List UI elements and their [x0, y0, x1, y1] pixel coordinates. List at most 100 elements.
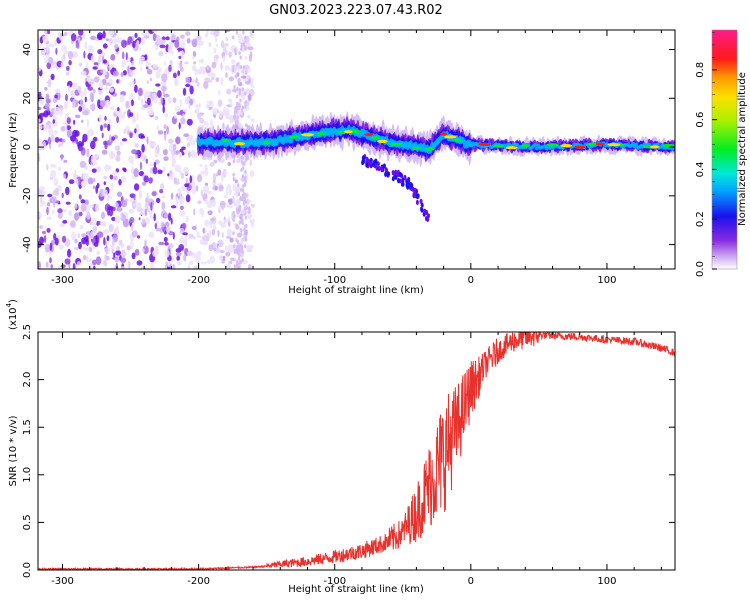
noise-speckle: [105, 38, 110, 42]
snr-x-tick-label: 100: [597, 576, 616, 587]
noise-speckle: [207, 190, 213, 195]
snr-x-tick-label: -100: [323, 576, 346, 587]
noise-speckle: [215, 43, 219, 48]
noise-speckle: [240, 228, 243, 233]
noise-speckle: [65, 93, 68, 102]
noise-speckle: [164, 61, 167, 66]
noise-speckle: [106, 197, 110, 202]
noise-speckle: [60, 154, 63, 161]
noise-speckle: [131, 60, 134, 66]
noise-speckle: [198, 43, 201, 49]
noise-speckle: [240, 248, 244, 253]
noise-speckle: [73, 119, 76, 125]
noise-speckle: [171, 149, 176, 156]
noise-speckle: [251, 84, 255, 89]
noise-speckle: [244, 55, 248, 60]
noise-speckle: [178, 55, 182, 60]
noise-speckle: [98, 114, 103, 122]
signal-hotspot: [412, 146, 421, 151]
noise-speckle: [210, 199, 217, 207]
noise-speckle: [64, 101, 68, 110]
noise-speckle: [65, 186, 70, 196]
spectrogram-y-tick-label: 0: [22, 144, 33, 150]
noise-speckle: [218, 255, 224, 261]
noise-speckle: [196, 82, 200, 87]
noise-speckle: [235, 94, 239, 99]
noise-speckle: [139, 47, 142, 52]
noise-speckle: [240, 47, 243, 52]
noise-speckle: [233, 264, 237, 269]
noise-speckle: [106, 99, 111, 107]
spectrogram-y-label: Frequency (Hz): [8, 112, 19, 188]
colorbar-gradient: [711, 29, 738, 270]
noise-speckle: [78, 146, 84, 152]
branch-speckle: [423, 208, 427, 214]
noise-speckle: [112, 38, 119, 44]
noise-speckle: [154, 115, 159, 121]
noise-speckle: [164, 249, 170, 258]
branch-speckle: [392, 170, 396, 176]
noise-speckle: [154, 222, 158, 230]
colorbar-tick-label: 0.6: [695, 112, 706, 128]
noise-speckle: [245, 229, 248, 236]
noise-speckle: [179, 200, 183, 205]
noise-speckle: [52, 119, 55, 124]
noise-speckle: [189, 175, 193, 184]
noise-speckle: [74, 169, 77, 177]
noise-speckle: [177, 47, 184, 51]
noise-speckle: [68, 51, 73, 60]
noise-speckle: [131, 230, 138, 238]
noise-speckle: [238, 232, 241, 237]
noise-speckle: [57, 264, 62, 269]
noise-speckle: [43, 124, 50, 130]
noise-speckle: [152, 249, 159, 257]
noise-speckle: [247, 264, 252, 269]
noise-speckle: [146, 80, 150, 84]
noise-speckle: [104, 247, 111, 255]
noise-speckle: [129, 81, 135, 87]
noise-speckle: [101, 149, 108, 155]
noise-speckle: [131, 149, 138, 155]
noise-speckle: [228, 204, 233, 209]
branch-speckle: [415, 199, 419, 205]
noise-speckle: [242, 201, 246, 206]
snr-scale-close: ): [8, 299, 19, 303]
signal-core: [634, 142, 639, 147]
noise-speckle: [110, 54, 116, 61]
noise-speckle: [38, 186, 46, 191]
noise-speckle: [144, 208, 148, 217]
noise-speckle: [103, 175, 108, 180]
noise-speckle: [62, 219, 68, 224]
noise-speckle: [129, 240, 134, 249]
noise-speckle: [73, 246, 80, 251]
noise-speckle: [174, 181, 180, 185]
noise-speckle: [160, 96, 163, 105]
noise-speckle: [151, 191, 157, 197]
noise-speckle: [186, 38, 191, 44]
colorbar-label: Normalized spectral amplitude: [737, 72, 748, 226]
noise-speckle: [69, 220, 76, 228]
signal-hotspot: [595, 142, 605, 146]
signal-hotspot: [505, 146, 518, 150]
noise-speckle: [154, 159, 160, 165]
noise-speckle: [145, 158, 148, 164]
noise-speckle: [244, 244, 247, 249]
noise-speckle: [170, 192, 174, 200]
noise-speckle: [188, 151, 191, 158]
noise-speckle: [194, 104, 201, 108]
noise-speckle: [54, 94, 58, 99]
noise-speckle: [238, 51, 241, 56]
noise-speckle: [245, 76, 249, 82]
noise-speckle: [46, 163, 49, 171]
noise-speckle: [162, 166, 166, 173]
noise-speckle: [163, 156, 169, 162]
noise-speckle: [53, 106, 61, 116]
noise-speckle: [53, 130, 58, 135]
noise-speckle: [177, 70, 181, 76]
noise-speckle: [44, 30, 48, 37]
noise-speckle: [112, 170, 118, 176]
noise-speckle: [200, 261, 207, 265]
noise-speckle: [178, 61, 183, 69]
noise-speckle: [174, 106, 181, 112]
noise-speckle: [127, 36, 133, 45]
